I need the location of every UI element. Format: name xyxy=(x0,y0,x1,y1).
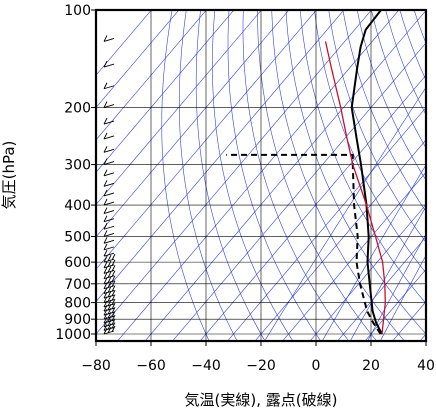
wind-barb xyxy=(103,198,115,206)
wind-barbs xyxy=(103,10,116,335)
wind-barb xyxy=(103,249,115,257)
dry-adiabat-line xyxy=(356,10,426,181)
x-tick-label: 20 xyxy=(362,358,380,374)
x-tick-label: −60 xyxy=(136,358,166,374)
dewpoint-profile-line xyxy=(226,153,382,335)
dry-adiabat-line xyxy=(227,10,322,341)
dry-adiabat-line xyxy=(342,10,426,212)
wind-barb xyxy=(103,146,115,153)
y-axis-label: 気圧(hPa) xyxy=(0,141,18,210)
y-tick-label: 300 xyxy=(64,158,91,174)
dry-adiabat-line xyxy=(179,10,238,341)
isotherm-line xyxy=(117,10,400,341)
y-tick-label: 400 xyxy=(64,198,91,214)
isotherm-line xyxy=(96,10,152,76)
wind-barb xyxy=(103,207,115,215)
x-tick-label: −20 xyxy=(246,358,276,374)
mixing-ratio-line xyxy=(264,86,426,341)
wind-barb xyxy=(103,237,115,244)
y-tick-label: 900 xyxy=(64,312,91,328)
grid-lines xyxy=(96,10,426,341)
dry-adiabat-line xyxy=(328,10,426,243)
wind-barb xyxy=(103,132,115,140)
isotherm-line xyxy=(227,107,426,341)
wind-barb xyxy=(103,285,116,294)
isotherm-line xyxy=(309,204,426,341)
wind-barb xyxy=(103,259,116,269)
y-tick-label: 800 xyxy=(64,296,91,312)
x-tick-label: −80 xyxy=(81,358,111,374)
wind-barb xyxy=(103,117,115,125)
wind-barb xyxy=(103,243,115,251)
wind-barb xyxy=(103,101,115,108)
isotherm-line xyxy=(254,139,426,341)
isotherm-line xyxy=(199,74,426,341)
y-tick-label: 600 xyxy=(64,255,91,271)
isotherm-line xyxy=(172,42,426,341)
wind-barb xyxy=(103,60,115,68)
x-tick-label: 40 xyxy=(417,358,435,374)
wind-barb xyxy=(103,158,115,166)
wind-barb xyxy=(103,189,115,197)
isotherm-line xyxy=(96,10,372,335)
y-tick-label: 1000 xyxy=(55,327,91,343)
profile-lines xyxy=(226,10,386,335)
isotherm-line xyxy=(282,171,426,341)
wind-barb xyxy=(103,180,115,187)
mixing-ratio-line xyxy=(379,254,426,341)
wind-barb xyxy=(103,275,116,285)
isotherm-line xyxy=(96,10,180,108)
wind-barb xyxy=(103,265,116,274)
y-tick-label: 500 xyxy=(64,229,91,245)
background-lines xyxy=(96,10,426,341)
wind-barb xyxy=(103,325,116,335)
wind-barb xyxy=(103,35,115,42)
wind-barb xyxy=(103,230,115,237)
wind-barb xyxy=(103,223,115,230)
y-tick-label: 700 xyxy=(64,277,91,293)
parcel-path-line xyxy=(324,41,386,335)
isotherm-line xyxy=(96,10,235,173)
isotherm-line xyxy=(96,10,262,206)
wind-barb xyxy=(103,82,115,90)
wind-barb xyxy=(103,169,115,177)
isotherm-line xyxy=(96,10,317,270)
wind-barb xyxy=(103,253,116,263)
dry-adiabat-line xyxy=(371,10,426,149)
y-tick-label: 100 xyxy=(64,3,91,19)
temperature-profile-line xyxy=(350,10,383,335)
wind-barb xyxy=(103,280,116,290)
x-tick-label: −40 xyxy=(191,358,221,374)
dry-adiabat-line xyxy=(299,10,426,304)
isotherm-line xyxy=(96,10,207,141)
isotherm-line xyxy=(419,333,426,341)
dry-adiabat-line xyxy=(314,10,426,274)
x-tick-label: 0 xyxy=(312,358,321,374)
wind-barb xyxy=(103,270,116,280)
x-axis-label: 気温(実線), 露点(破線) xyxy=(185,391,338,409)
x-axis-ticks: −80 −60 −40 −20 0 20 40 xyxy=(81,341,435,374)
isotherm-line xyxy=(96,10,290,238)
isotherm-line xyxy=(144,10,426,341)
isotherm-line xyxy=(96,10,345,303)
isotherm-line xyxy=(364,268,426,341)
y-tick-label: 200 xyxy=(64,101,91,117)
wind-barb xyxy=(103,215,115,223)
dry-adiabat-line xyxy=(161,10,210,341)
